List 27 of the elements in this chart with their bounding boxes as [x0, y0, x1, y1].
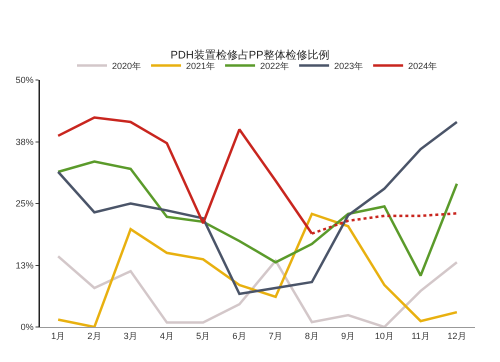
y-tick-label: 25%: [16, 198, 34, 209]
y-tick-label: 38%: [16, 136, 34, 147]
x-tick-label: 1月: [51, 330, 66, 341]
legend-label: 2021年: [186, 61, 216, 72]
x-tick-label: 11月: [411, 330, 430, 341]
x-tick-label: 3月: [124, 330, 138, 341]
legend-label: 2020年: [112, 61, 142, 72]
legend-label: 2022年: [260, 61, 290, 72]
y-tick-label: 50%: [16, 75, 34, 86]
line-series: [56, 212, 458, 327]
y-tick-label: 0%: [20, 322, 34, 332]
x-tick-label: 7月: [268, 330, 283, 341]
legend-label: 2023年: [334, 61, 364, 72]
x-tick-label: 2月: [87, 330, 102, 341]
y-tick-label: 13%: [16, 260, 34, 270]
x-tick-label: 6月: [232, 330, 246, 341]
line-series: [56, 160, 458, 277]
x-tick-label: 5月: [196, 330, 210, 341]
x-tick-label: 9月: [341, 330, 356, 341]
chart-title: PDH装置检修占PP整体检修比例: [170, 48, 330, 62]
line-series: [56, 120, 458, 296]
legend-label: 2024年: [408, 61, 438, 72]
x-tick-label: 10月: [374, 330, 394, 341]
x-tick-label: 8月: [304, 330, 319, 341]
x-tick-label: 12月: [447, 330, 466, 341]
line-series: [56, 255, 458, 327]
x-tick-label: 4月: [160, 330, 174, 341]
